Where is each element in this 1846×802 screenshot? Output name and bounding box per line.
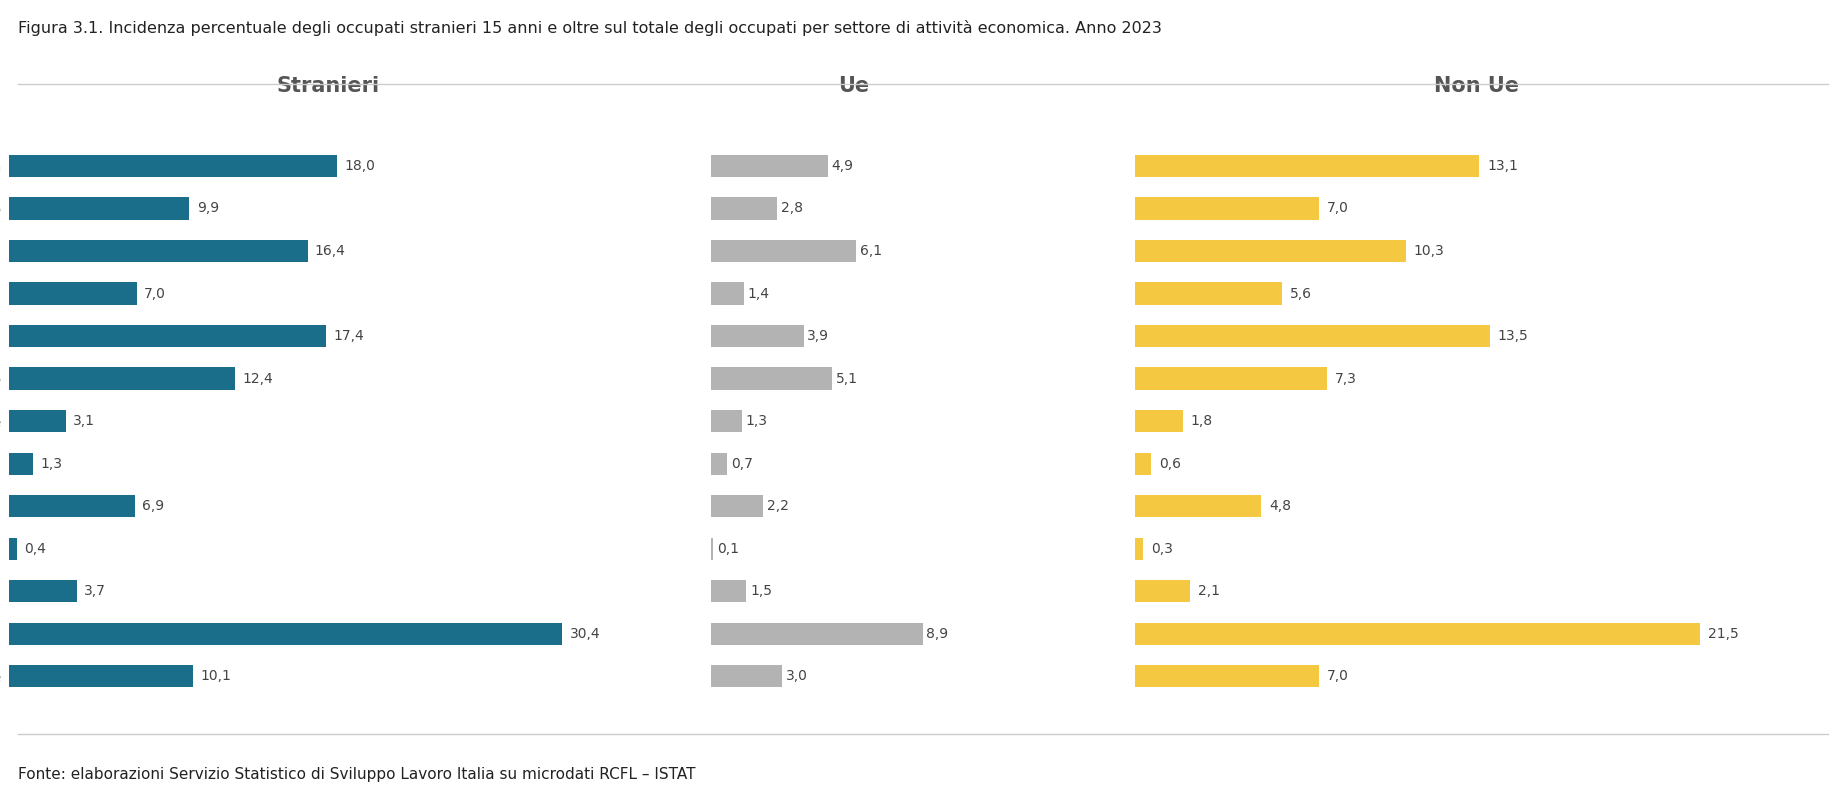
Text: 16,4: 16,4 <box>316 244 345 258</box>
Bar <box>711 240 857 262</box>
Text: 7,0: 7,0 <box>1327 201 1349 216</box>
Text: 6,1: 6,1 <box>860 244 882 258</box>
Bar <box>1135 282 1283 305</box>
Bar <box>1135 410 1183 432</box>
Bar <box>711 325 803 347</box>
Text: 12,4: 12,4 <box>242 371 273 386</box>
Bar <box>711 410 742 432</box>
Bar <box>1135 325 1490 347</box>
Bar <box>9 495 135 517</box>
Text: 1,8: 1,8 <box>1191 414 1213 428</box>
Bar <box>1135 452 1152 475</box>
Bar <box>711 367 833 390</box>
Bar <box>9 282 137 305</box>
Text: 8,9: 8,9 <box>927 626 949 641</box>
Bar <box>9 155 336 177</box>
Text: 0,1: 0,1 <box>716 541 738 556</box>
Text: 1,4: 1,4 <box>748 286 770 301</box>
Text: 6,9: 6,9 <box>142 499 164 513</box>
Bar <box>9 537 17 560</box>
Text: Ue: Ue <box>838 76 869 96</box>
Bar <box>1135 367 1327 390</box>
Bar <box>9 665 194 687</box>
Text: 7,0: 7,0 <box>144 286 166 301</box>
Text: 1,5: 1,5 <box>749 584 772 598</box>
Bar <box>711 580 746 602</box>
Bar <box>1135 580 1191 602</box>
Bar <box>711 155 827 177</box>
Bar <box>9 367 234 390</box>
Text: Stranieri: Stranieri <box>277 76 378 96</box>
Bar <box>9 410 66 432</box>
Bar <box>1135 665 1320 687</box>
Text: 1,3: 1,3 <box>746 414 768 428</box>
Text: 18,0: 18,0 <box>343 159 375 173</box>
Text: 21,5: 21,5 <box>1708 626 1739 641</box>
Text: 17,4: 17,4 <box>332 329 364 343</box>
Text: 5,1: 5,1 <box>836 371 858 386</box>
Text: 0,3: 0,3 <box>1152 541 1172 556</box>
Bar <box>711 495 762 517</box>
Bar <box>1135 155 1479 177</box>
Text: 7,3: 7,3 <box>1335 371 1357 386</box>
Bar <box>1135 197 1320 220</box>
Text: 10,3: 10,3 <box>1414 244 1445 258</box>
Bar <box>1135 240 1407 262</box>
Text: 5,6: 5,6 <box>1290 286 1313 301</box>
Text: Non Ue: Non Ue <box>1434 76 1519 96</box>
Text: 7,0: 7,0 <box>1327 669 1349 683</box>
Text: 13,1: 13,1 <box>1488 159 1517 173</box>
Text: 2,1: 2,1 <box>1198 584 1220 598</box>
Bar <box>711 282 744 305</box>
Text: 30,4: 30,4 <box>570 626 600 641</box>
Text: 4,9: 4,9 <box>831 159 853 173</box>
Text: 3,9: 3,9 <box>807 329 829 343</box>
Text: 2,8: 2,8 <box>781 201 803 216</box>
Text: 4,8: 4,8 <box>1270 499 1290 513</box>
Bar <box>9 197 190 220</box>
Text: Fonte: elaborazioni Servizio Statistico di Sviluppo Lavoro Italia su microdati R: Fonte: elaborazioni Servizio Statistico … <box>18 767 696 782</box>
Text: 0,4: 0,4 <box>24 541 46 556</box>
Text: 9,9: 9,9 <box>198 201 220 216</box>
Bar <box>711 197 777 220</box>
Bar <box>9 325 327 347</box>
Text: 3,0: 3,0 <box>786 669 809 683</box>
Text: 0,7: 0,7 <box>731 456 753 471</box>
Bar <box>711 665 783 687</box>
Text: 3,7: 3,7 <box>83 584 105 598</box>
Bar <box>9 452 33 475</box>
Bar <box>711 537 713 560</box>
Text: 3,1: 3,1 <box>72 414 94 428</box>
Bar <box>9 240 308 262</box>
Bar <box>711 452 727 475</box>
Bar <box>9 580 76 602</box>
Text: 0,6: 0,6 <box>1159 456 1181 471</box>
Bar <box>1135 537 1143 560</box>
Bar <box>9 622 563 645</box>
Text: Figura 3.1. Incidenza percentuale degli occupati stranieri 15 anni e oltre sul t: Figura 3.1. Incidenza percentuale degli … <box>18 20 1163 36</box>
Bar <box>711 622 923 645</box>
Text: 2,2: 2,2 <box>766 499 788 513</box>
Bar <box>1135 622 1700 645</box>
Text: 10,1: 10,1 <box>199 669 231 683</box>
Bar <box>1135 495 1261 517</box>
Text: 1,3: 1,3 <box>41 456 63 471</box>
Text: 13,5: 13,5 <box>1497 329 1528 343</box>
